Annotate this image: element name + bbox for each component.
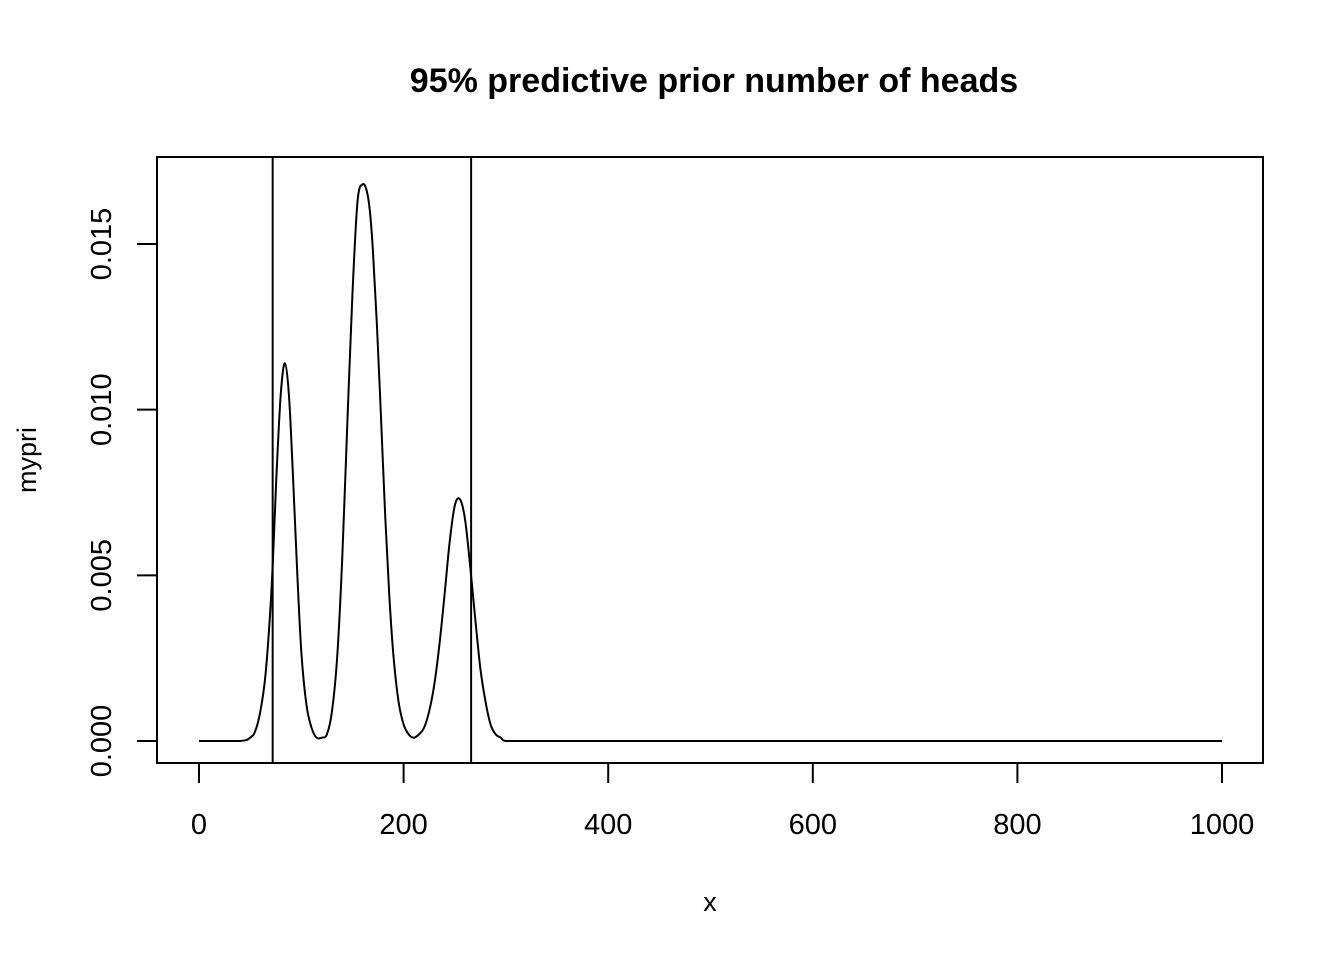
plot-area (199, 157, 1222, 763)
x-axis: 0 200 400 600 800 1000 (191, 762, 1255, 841)
x-tick-label: 1000 (1190, 809, 1255, 841)
density-curve (199, 182, 1222, 743)
y-tick-label: 0.010 (86, 373, 118, 446)
y-tick-label: 0.000 (86, 705, 118, 778)
y-tick-label: 0.005 (86, 539, 118, 612)
x-tick-label: 200 (379, 809, 427, 841)
x-tick-label: 0 (191, 809, 207, 841)
y-axis: 0.000 0.005 0.010 0.015 (86, 208, 158, 778)
x-tick-label: 800 (993, 809, 1041, 841)
plot-frame (156, 156, 1264, 764)
y-axis-label: mypri (12, 427, 42, 493)
x-axis-label: x (703, 887, 717, 917)
x-tick-label: 400 (584, 809, 632, 841)
chart-title: 95% predictive prior number of heads (410, 62, 1018, 100)
x-tick-label: 600 (789, 809, 837, 841)
y-tick-label: 0.015 (86, 208, 118, 281)
